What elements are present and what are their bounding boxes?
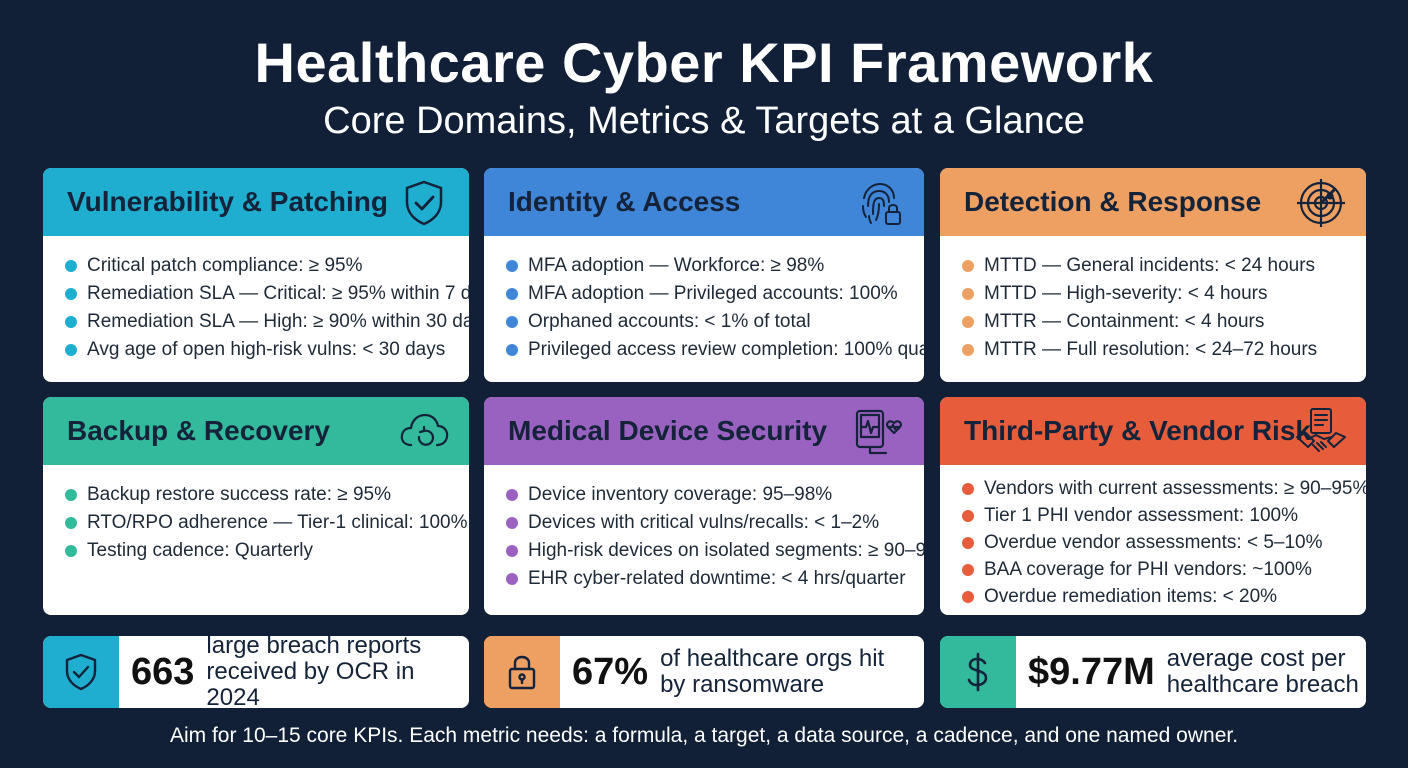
card-medical-device-security: Medical Device Security Device inventory…	[484, 397, 924, 615]
card-header: Medical Device Security	[484, 397, 924, 465]
bullet-dot	[962, 260, 974, 272]
list-item: MTTD — General incidents: < 24 hours	[962, 252, 1366, 280]
bullet-dot	[962, 590, 974, 603]
bullet-dot	[65, 316, 77, 328]
list-item: Devices with critical vulns/recalls: < 1…	[506, 509, 924, 537]
card-body: Critical patch compliance: ≥ 95% Remedia…	[43, 236, 469, 364]
shield-check-icon	[43, 636, 119, 708]
bullet-dot	[65, 517, 77, 529]
bullet-dot	[65, 489, 77, 501]
list-item: Tier 1 PHI vendor assessment: 100%	[962, 502, 1366, 529]
list-item: Remediation SLA — High: ≥ 90% within 30 …	[65, 308, 469, 336]
cloud-restore-icon	[397, 405, 451, 459]
bullet-dot	[962, 316, 974, 328]
card-header: Backup & Recovery	[43, 397, 469, 465]
dollar-icon	[940, 636, 1016, 708]
list-item: Backup restore success rate: ≥ 95%	[65, 481, 469, 509]
handshake-document-icon	[1294, 405, 1348, 459]
list-item: Vendors with current assessments: ≥ 90–9…	[962, 475, 1366, 502]
card-backup-recovery: Backup & Recovery Backup restore success…	[43, 397, 469, 615]
card-detection-response: Detection & Response MTTD — General inci…	[940, 168, 1366, 382]
radar-icon	[1294, 176, 1348, 230]
stat-value: 663	[131, 650, 195, 693]
list-item: High-risk devices on isolated segments: …	[506, 537, 924, 565]
list-item: MTTR — Full resolution: < 24–72 hours	[962, 336, 1366, 364]
card-vulnerability-patching: Vulnerability & Patching Critical patch …	[43, 168, 469, 382]
stat-description: large breach reports received by OCR in …	[206, 636, 422, 708]
bullet-dot	[506, 316, 518, 328]
card-title: Backup & Recovery	[67, 415, 331, 446]
bullet-dot	[65, 260, 77, 272]
list-item: MTTD — High-severity: < 4 hours	[962, 280, 1366, 308]
stat-value: 67%	[572, 650, 649, 693]
bullet-dot	[506, 344, 518, 356]
footer-note: Aim for 10–15 core KPIs. Each metric nee…	[169, 724, 1239, 747]
list-item: RTO/RPO adherence — Tier-1 clinical: 100…	[65, 509, 469, 537]
fingerprint-lock-icon	[852, 176, 906, 230]
list-item: BAA coverage for PHI vendors: ~100%	[962, 556, 1366, 583]
page-subtitle: Core Domains, Metrics & Targets at a Gla…	[323, 100, 1085, 142]
card-title: Vulnerability & Patching	[67, 186, 389, 217]
list-item: Critical patch compliance: ≥ 95%	[65, 252, 469, 280]
card-title: Medical Device Security	[508, 415, 828, 446]
card-header: Vulnerability & Patching	[43, 168, 469, 236]
list-item: Avg age of open high-risk vulns: < 30 da…	[65, 336, 469, 364]
card-title: Identity & Access	[508, 186, 741, 217]
list-item: MFA adoption — Privileged accounts: 100%	[506, 280, 924, 308]
bullet-dot	[65, 545, 77, 557]
padlock-icon	[484, 636, 560, 708]
bullet-dot	[962, 509, 974, 522]
card-body: Device inventory coverage: 95–98% Device…	[484, 465, 924, 593]
bullet-dot	[506, 489, 518, 501]
bullet-dot	[962, 344, 974, 356]
bullet-dot	[962, 536, 974, 549]
page-title: Healthcare Cyber KPI Framework	[254, 31, 1154, 94]
bullet-dot	[962, 288, 974, 300]
card-body: MFA adoption — Workforce: ≥ 98% MFA adop…	[484, 236, 924, 364]
stat-breach-reports: 663 large breach reports received by OCR…	[43, 636, 469, 708]
bullet-dot	[506, 545, 518, 557]
medical-device-icon	[852, 405, 906, 459]
card-header: Identity & Access	[484, 168, 924, 236]
card-title: Third-Party & Vendor Risk	[964, 415, 1311, 446]
bullet-dot	[506, 517, 518, 529]
card-body: MTTD — General incidents: < 24 hours MTT…	[940, 236, 1366, 364]
stat-description: of healthcare orgs hit by ransomware	[660, 645, 885, 698]
list-item: EHR cyber-related downtime: < 4 hrs/quar…	[506, 565, 924, 593]
list-item: Device inventory coverage: 95–98%	[506, 481, 924, 509]
list-item: Overdue remediation items: < 20%	[962, 583, 1366, 610]
stat-description: average cost per healthcare breach	[1166, 645, 1359, 698]
card-header: Detection & Response	[940, 168, 1366, 236]
card-body: Backup restore success rate: ≥ 95% RTO/R…	[43, 465, 469, 565]
list-item: Orphaned accounts: < 1% of total	[506, 308, 924, 336]
list-item: MFA adoption — Workforce: ≥ 98%	[506, 252, 924, 280]
card-title: Detection & Response	[964, 186, 1262, 217]
bullet-dot	[506, 260, 518, 272]
list-item: Remediation SLA — Critical: ≥ 95% within…	[65, 280, 469, 308]
stat-breach-cost: $9.77M average cost per healthcare breac…	[940, 636, 1366, 708]
card-third-party-vendor-risk: Third-Party & Vendor Risk Vendors with c…	[940, 397, 1366, 615]
stat-value: $9.77M	[1028, 650, 1155, 693]
list-item: Overdue vendor assessments: < 5–10%	[962, 529, 1366, 556]
card-identity-access: Identity & Access MFA adoption — Workfor…	[484, 168, 924, 382]
list-item: MTTR — Containment: < 4 hours	[962, 308, 1366, 336]
bullet-dot	[506, 573, 518, 585]
list-item: Privileged access review completion: 100…	[506, 336, 924, 364]
stat-ransomware: 67% of healthcare orgs hit by ransomware	[484, 636, 924, 708]
bullet-dot	[65, 288, 77, 300]
bullet-dot	[65, 344, 77, 356]
card-header: Third-Party & Vendor Risk	[940, 397, 1366, 465]
card-body: Vendors with current assessments: ≥ 90–9…	[940, 465, 1366, 610]
bullet-dot	[962, 482, 974, 495]
list-item: Testing cadence: Quarterly	[65, 537, 469, 565]
bullet-dot	[506, 288, 518, 300]
shield-check-icon	[397, 176, 451, 230]
bullet-dot	[962, 563, 974, 576]
